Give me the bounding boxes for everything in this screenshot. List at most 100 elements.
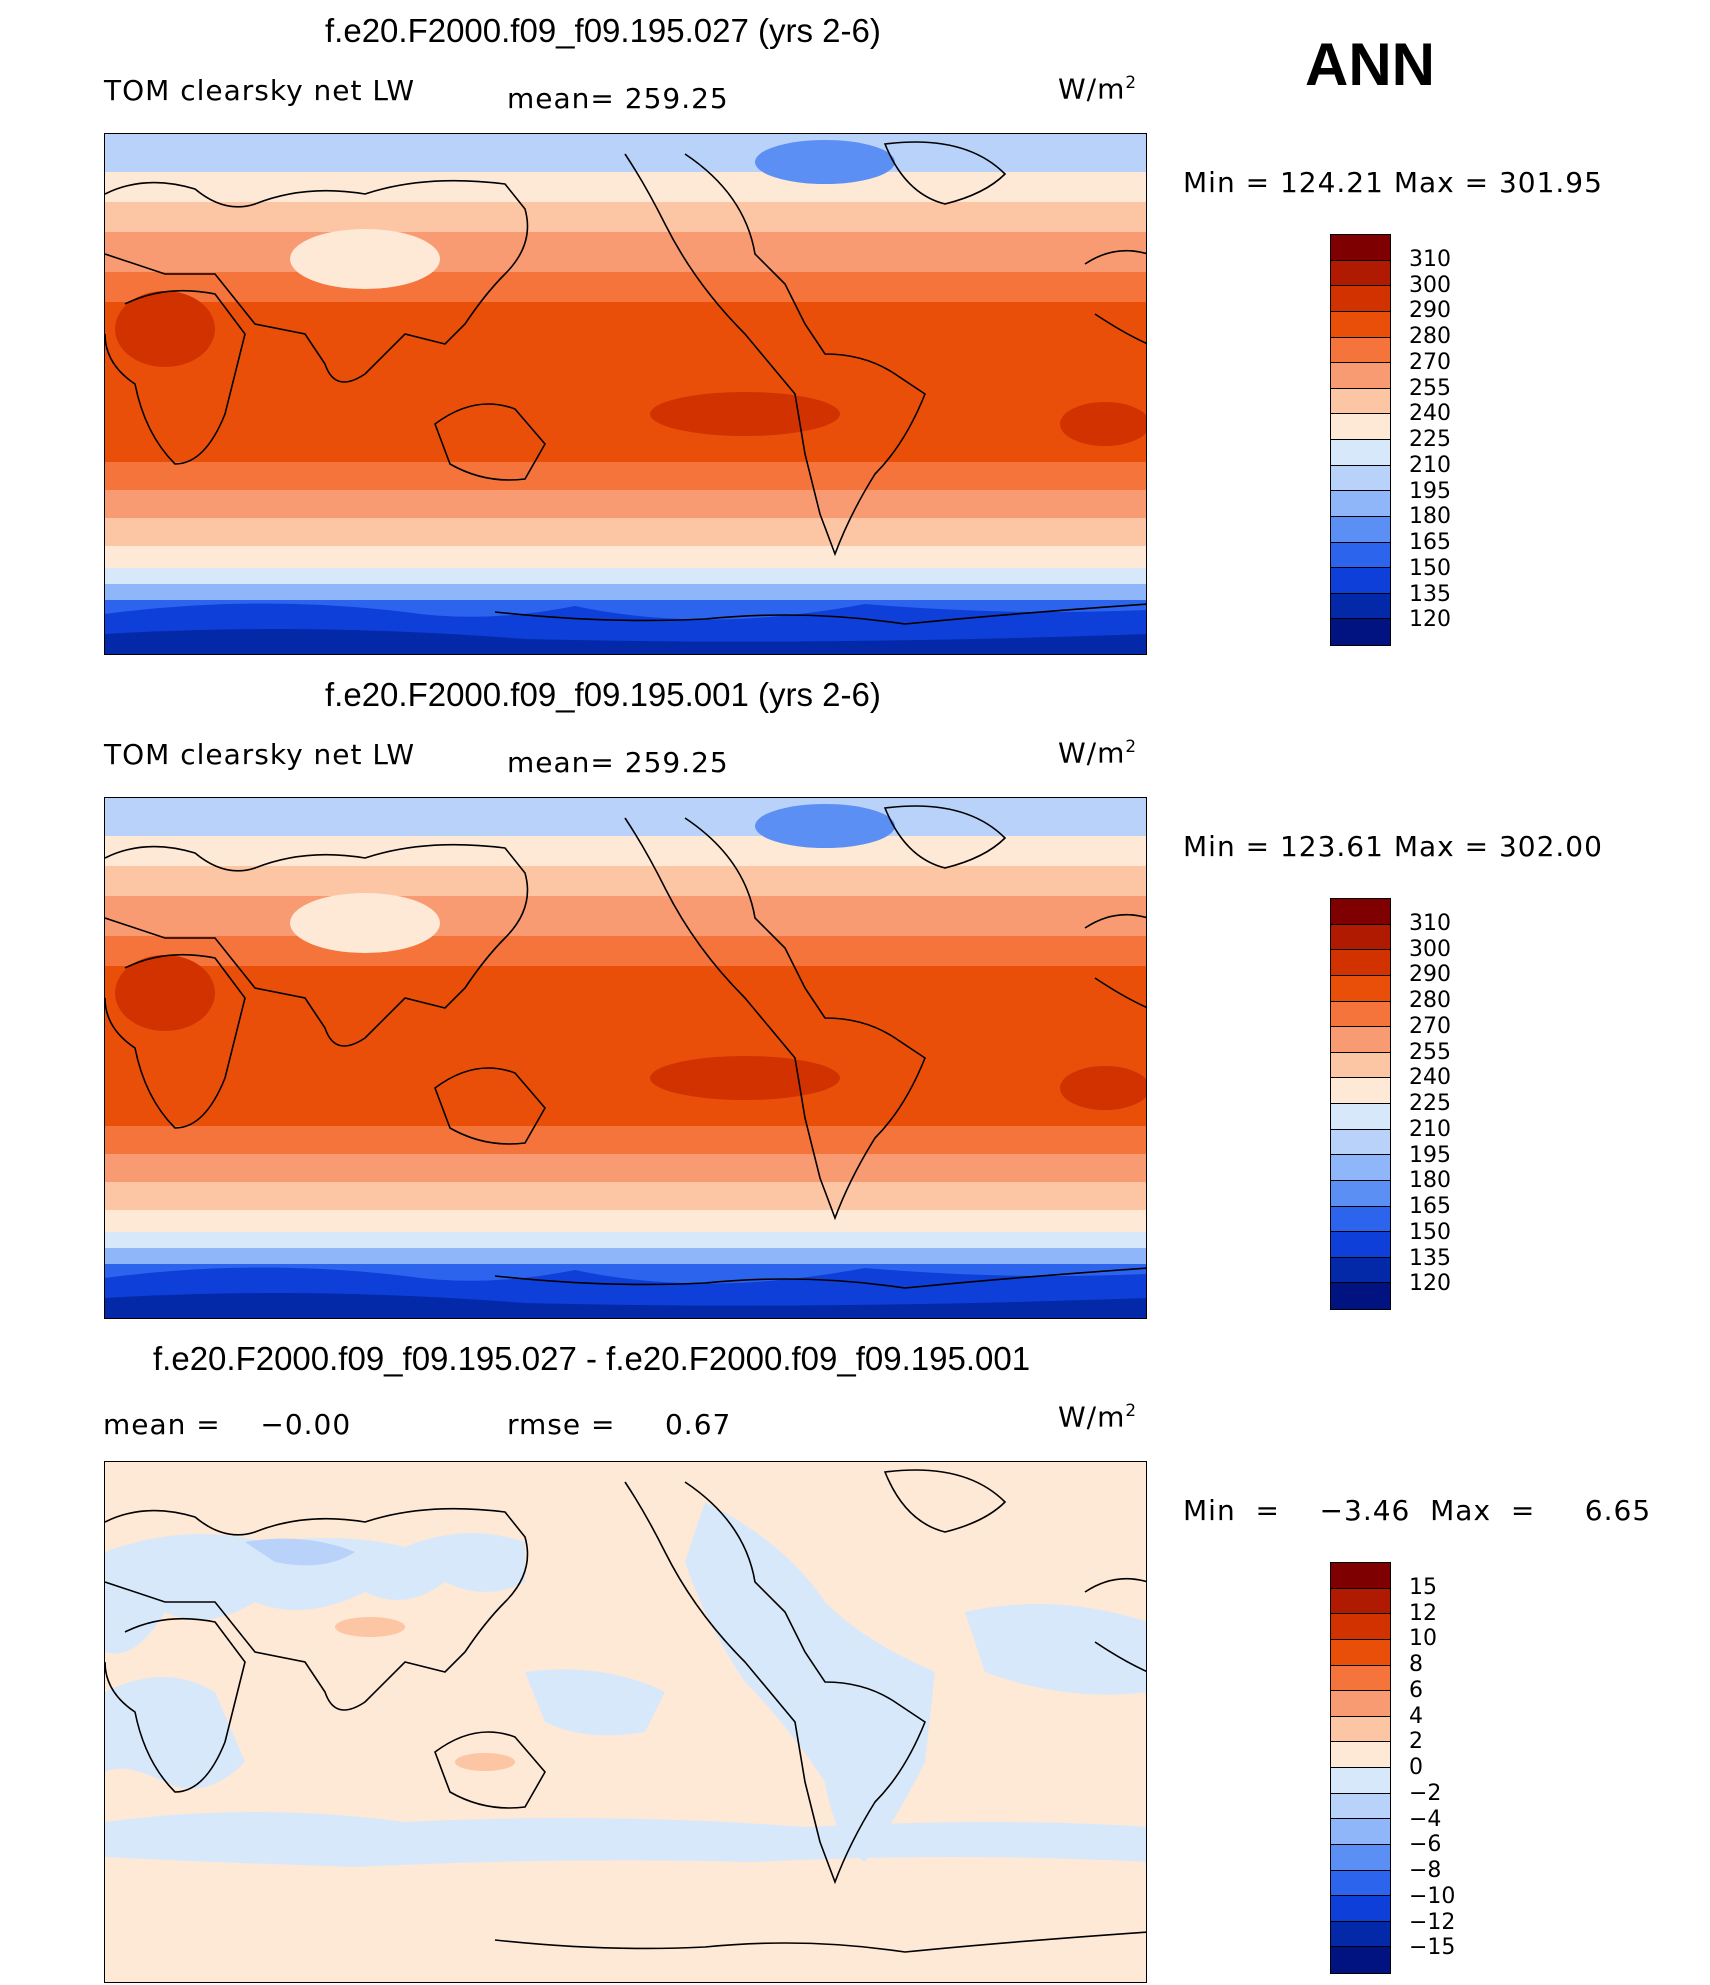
colorbar-segment <box>1331 1232 1390 1258</box>
panel-3-units: W/m2 <box>1058 1400 1138 1434</box>
colorbar-segment <box>1331 1614 1390 1640</box>
panel-3-colorbar <box>1330 1562 1391 1974</box>
colorbar-segment <box>1331 1001 1390 1028</box>
colorbar-segment <box>1331 593 1390 620</box>
panel-2-mean-label: mean= 259.25 <box>507 746 729 779</box>
colorbar-tick-label: −12 <box>1409 1909 1456 1935</box>
panel-2-map <box>104 797 1147 1319</box>
colorbar-tick-label: 225 <box>1409 1091 1451 1116</box>
panel-2-minmax: Min = 123.61 Max = 302.00 <box>1183 830 1603 863</box>
panel-1-map <box>104 133 1147 655</box>
panel-2-colorbar-ticks: 310 300 290 280 270 255 240 225 210 195 180 165 150 1… <box>1409 898 1489 1310</box>
panel-1-minmax: Min = 124.21 Max = 301.95 <box>1183 166 1603 199</box>
colorbar-tick-label: 270 <box>1409 1013 1451 1039</box>
colorbar-segment <box>1331 924 1390 951</box>
colorbar-tick-label: 300 <box>1409 272 1451 298</box>
colorbar-segment <box>1331 1870 1390 1897</box>
colorbar-segment <box>1331 363 1390 389</box>
colorbar-segment <box>1331 975 1390 1002</box>
colorbar-segment <box>1331 1819 1390 1845</box>
colorbar-segment <box>1331 1283 1390 1309</box>
colorbar-tick-label: 195 <box>1409 478 1451 504</box>
colorbar-tick-label: −10 <box>1409 1883 1456 1909</box>
colorbar-tick-label: 2 <box>1409 1729 1423 1755</box>
panel-1-colorbar <box>1330 234 1391 646</box>
colorbar-tick-label: −6 <box>1409 1832 1442 1858</box>
colorbar-tick-label: 12 <box>1409 1600 1437 1626</box>
colorbar-segment <box>1331 1844 1390 1871</box>
panel-2-colorbar <box>1330 898 1391 1310</box>
panel-3-minmax: Min = −3.46 Max = 6.65 <box>1183 1494 1652 1527</box>
colorbar-tick-label: 240 <box>1409 401 1451 427</box>
colorbar-segment <box>1331 1104 1390 1130</box>
colorbar-tick-label: 290 <box>1409 962 1451 988</box>
colorbar-tick-label: 280 <box>1409 324 1451 349</box>
colorbar-segment <box>1331 950 1390 976</box>
colorbar-segment <box>1331 1921 1390 1948</box>
colorbar-segment <box>1331 1947 1390 1973</box>
panel-3-map-field <box>105 1462 1146 1982</box>
colorbar-tick-label: 120 <box>1409 1271 1451 1297</box>
season-label: ANN <box>1305 31 1435 98</box>
colorbar-tick-label: 255 <box>1409 1039 1451 1065</box>
colorbar-tick-label: 150 <box>1409 555 1451 581</box>
colorbar-segment <box>1331 1078 1390 1104</box>
colorbar-tick-label: 135 <box>1409 1245 1451 1271</box>
colorbar-segment <box>1331 1716 1390 1743</box>
panel-3-rmse-label: rmse = 0.67 <box>507 1408 732 1441</box>
colorbar-segment <box>1331 1691 1390 1717</box>
colorbar-segment <box>1331 568 1390 594</box>
colorbar-tick-label: 310 <box>1409 246 1451 272</box>
colorbar-segment <box>1331 1588 1390 1615</box>
panel-2-units: W/m2 <box>1058 736 1138 770</box>
colorbar-tick-label: 210 <box>1409 1116 1451 1142</box>
colorbar-tick-label: 135 <box>1409 581 1451 607</box>
colorbar-segment <box>1331 1180 1390 1207</box>
panel-2-variable-label: TOM clearsky net LW <box>104 738 416 771</box>
colorbar-tick-label: 180 <box>1409 504 1451 530</box>
colorbar-segment <box>1331 1742 1390 1768</box>
colorbar-segment <box>1331 465 1390 492</box>
colorbar-segment <box>1331 1206 1390 1233</box>
colorbar-tick-label: 290 <box>1409 298 1451 324</box>
colorbar-tick-label: 195 <box>1409 1142 1451 1168</box>
panel-1-title: f.e20.F2000.f09_f09.195.027 (yrs 2-6) <box>325 12 881 49</box>
panel-1-colorbar-ticks: 310 300 290 280 270 255 240 225 210 195 180 165 150 1… <box>1409 234 1489 646</box>
colorbar-segment <box>1331 286 1390 312</box>
colorbar-segment <box>1331 440 1390 466</box>
colorbar-segment <box>1331 388 1390 415</box>
colorbar-tick-label: 270 <box>1409 349 1451 375</box>
panel-1-units: W/m2 <box>1058 72 1138 106</box>
colorbar-tick-label: 300 <box>1409 936 1451 962</box>
colorbar-tick-label: 10 <box>1409 1626 1437 1652</box>
colorbar-segment <box>1331 311 1390 338</box>
colorbar-segment <box>1331 1052 1390 1079</box>
colorbar-segment <box>1331 235 1390 261</box>
colorbar-segment <box>1331 414 1390 440</box>
colorbar-tick-label: 150 <box>1409 1219 1451 1245</box>
panel-3-title: f.e20.F2000.f09_f09.195.027 - f.e20.F200… <box>153 1340 1031 1377</box>
colorbar-tick-label: 225 <box>1409 427 1451 452</box>
colorbar-tick-label: 310 <box>1409 910 1451 936</box>
colorbar-tick-label: 165 <box>1409 530 1451 555</box>
colorbar-tick-label: 180 <box>1409 1168 1451 1194</box>
colorbar-tick-label: 15 <box>1409 1574 1437 1600</box>
colorbar-segment <box>1331 1665 1390 1692</box>
colorbar-tick-label: 8 <box>1409 1652 1423 1677</box>
colorbar-segment <box>1331 1027 1390 1053</box>
colorbar-tick-label: 165 <box>1409 1194 1451 1219</box>
colorbar-tick-label: 280 <box>1409 988 1451 1013</box>
colorbar-tick-label: −4 <box>1409 1806 1442 1832</box>
colorbar-segment <box>1331 260 1390 287</box>
colorbar-segment <box>1331 542 1390 569</box>
colorbar-segment <box>1331 1563 1390 1589</box>
panel-1-map-field <box>105 134 1146 654</box>
panel-3-map <box>104 1461 1147 1983</box>
colorbar-tick-label: −15 <box>1409 1935 1456 1961</box>
colorbar-tick-label: 4 <box>1409 1703 1423 1729</box>
colorbar-segment <box>1331 619 1390 645</box>
colorbar-tick-label: 6 <box>1409 1677 1423 1703</box>
colorbar-segment <box>1331 491 1390 517</box>
panel-1-mean-label: mean= 259.25 <box>507 82 729 115</box>
colorbar-segment <box>1331 1768 1390 1794</box>
